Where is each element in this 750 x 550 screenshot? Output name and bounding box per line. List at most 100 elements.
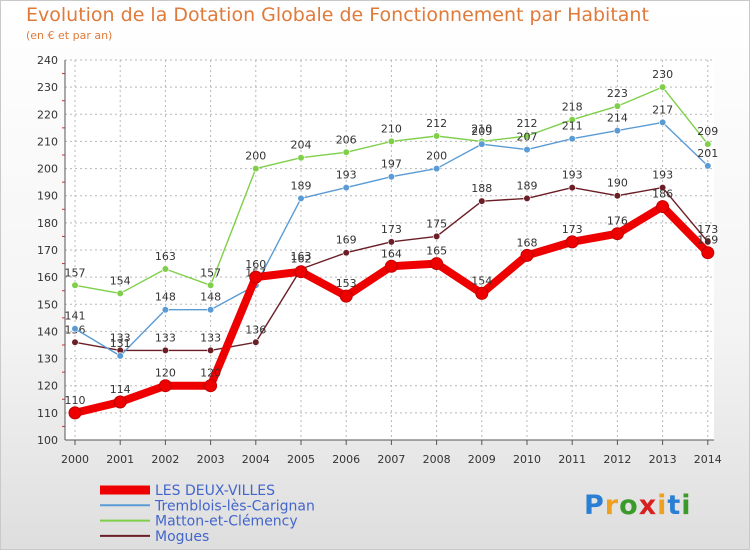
data-point bbox=[478, 197, 486, 205]
y-tick-label: 160 bbox=[37, 271, 58, 284]
x-tick-label: 2012 bbox=[603, 453, 631, 466]
data-point bbox=[68, 406, 82, 420]
y-tick-label: 200 bbox=[37, 163, 58, 176]
data-label: 173 bbox=[562, 223, 583, 236]
data-label: 173 bbox=[697, 223, 718, 236]
logo-letter: o bbox=[619, 490, 639, 521]
data-label: 200 bbox=[426, 150, 447, 163]
data-label: 114 bbox=[110, 383, 131, 396]
y-tick-label: 130 bbox=[37, 353, 58, 366]
data-point bbox=[701, 246, 715, 260]
data-point bbox=[387, 238, 396, 246]
data-point bbox=[384, 259, 398, 273]
data-label: 212 bbox=[426, 117, 447, 130]
data-point bbox=[433, 232, 441, 241]
data-point bbox=[207, 306, 215, 314]
data-point bbox=[252, 338, 260, 346]
data-point bbox=[520, 248, 534, 262]
data-label: 212 bbox=[517, 117, 538, 130]
data-label: 210 bbox=[381, 122, 402, 135]
data-label: 141 bbox=[65, 310, 86, 323]
x-tick-label: 2014 bbox=[694, 453, 722, 466]
data-label: 168 bbox=[517, 236, 538, 249]
data-point bbox=[568, 135, 576, 143]
data-point bbox=[116, 289, 124, 298]
logo-letter: x bbox=[638, 490, 658, 521]
data-point bbox=[430, 257, 444, 271]
x-tick-label: 2002 bbox=[151, 453, 179, 466]
chart-title: Evolution de la Dotation Globale de Fonc… bbox=[26, 4, 649, 26]
data-label: 169 bbox=[336, 234, 357, 247]
x-tick-label: 2008 bbox=[423, 453, 451, 466]
data-label: 154 bbox=[110, 274, 131, 287]
data-label: 209 bbox=[697, 125, 718, 138]
data-point bbox=[71, 325, 79, 333]
data-point bbox=[252, 164, 260, 173]
data-label: 230 bbox=[652, 68, 673, 81]
data-label: 133 bbox=[200, 331, 221, 344]
data-point bbox=[565, 235, 579, 249]
data-label: 204 bbox=[291, 139, 312, 152]
data-point bbox=[568, 183, 576, 192]
logo-letter: i bbox=[681, 490, 692, 521]
chart-subtitle: (en € et par an) bbox=[26, 29, 113, 42]
data-point bbox=[113, 395, 127, 409]
data-label: 210 bbox=[471, 122, 492, 135]
data-label: 120 bbox=[155, 367, 176, 380]
data-label: 186 bbox=[652, 188, 673, 201]
data-point bbox=[433, 132, 441, 140]
data-label: 173 bbox=[381, 223, 402, 236]
data-label: 133 bbox=[110, 331, 131, 344]
data-label: 163 bbox=[155, 250, 176, 263]
y-tick-label: 170 bbox=[37, 244, 58, 257]
data-point bbox=[704, 238, 712, 246]
data-point bbox=[339, 289, 353, 303]
data-label: 189 bbox=[291, 179, 312, 192]
data-point bbox=[207, 346, 215, 355]
x-tick-label: 2009 bbox=[468, 453, 496, 466]
data-label: 188 bbox=[471, 182, 492, 195]
data-label: 190 bbox=[607, 177, 628, 190]
data-label: 176 bbox=[607, 215, 628, 228]
data-point bbox=[71, 281, 79, 289]
data-label: 193 bbox=[652, 169, 673, 182]
data-point bbox=[297, 154, 305, 162]
data-label: 206 bbox=[336, 133, 357, 146]
data-label: 189 bbox=[517, 179, 538, 192]
data-label: 157 bbox=[200, 266, 221, 279]
x-tick-label: 2010 bbox=[513, 453, 541, 466]
data-label: 193 bbox=[336, 169, 357, 182]
data-label: 157 bbox=[65, 266, 86, 279]
x-tick-label: 2006 bbox=[332, 453, 360, 466]
y-tick-label: 120 bbox=[37, 380, 58, 393]
data-label: 211 bbox=[562, 120, 583, 133]
logo-letter: r bbox=[604, 490, 620, 521]
data-label: 197 bbox=[381, 158, 402, 171]
data-label: 148 bbox=[200, 291, 221, 304]
data-point bbox=[161, 265, 169, 273]
data-label: 136 bbox=[245, 323, 266, 336]
data-label: 162 bbox=[291, 253, 312, 266]
y-tick-label: 220 bbox=[37, 108, 58, 121]
data-point bbox=[658, 83, 667, 91]
data-point bbox=[204, 379, 218, 393]
y-tick-label: 190 bbox=[37, 190, 58, 203]
y-tick-label: 230 bbox=[37, 81, 58, 94]
legend-label: LES DEUX-VILLES bbox=[155, 483, 275, 499]
x-tick-label: 2007 bbox=[377, 453, 405, 466]
data-point bbox=[478, 140, 486, 148]
data-point bbox=[523, 145, 531, 154]
data-label: 223 bbox=[607, 87, 628, 100]
x-tick-label: 2004 bbox=[242, 453, 270, 466]
data-label: 175 bbox=[426, 217, 447, 230]
data-label: 153 bbox=[336, 277, 357, 290]
data-point bbox=[207, 281, 215, 289]
data-point bbox=[116, 352, 124, 360]
y-tick-label: 180 bbox=[37, 217, 58, 230]
data-point bbox=[387, 137, 396, 146]
y-tick-label: 110 bbox=[37, 407, 58, 420]
data-label: 169 bbox=[697, 234, 718, 247]
data-label: 201 bbox=[697, 147, 718, 160]
data-point bbox=[433, 164, 441, 173]
